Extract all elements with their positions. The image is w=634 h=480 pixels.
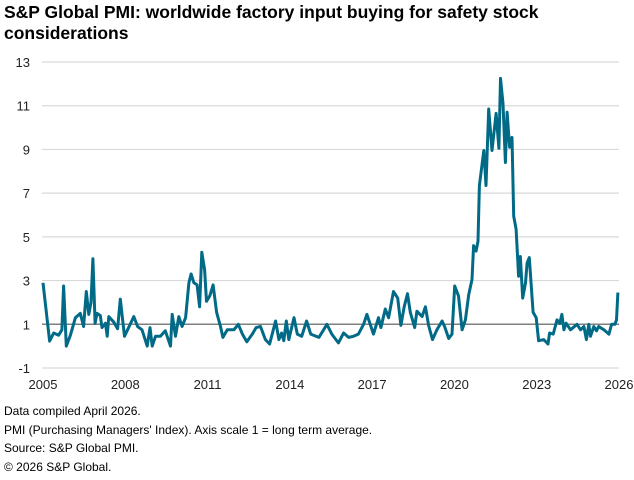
y-tick-label: 5 [23, 230, 30, 245]
x-tick-label: 2026 [605, 377, 634, 392]
chart-notes: Data compiled April 2026. PMI (Purchasin… [4, 402, 372, 476]
x-tick-label: 2014 [275, 377, 304, 392]
x-tick-label: 2017 [358, 377, 387, 392]
note-copyright: © 2026 S&P Global. [4, 459, 112, 474]
y-axis-ticks: 13 11 9 7 5 3 1 -1 [16, 55, 30, 376]
x-tick-label: 2023 [522, 377, 551, 392]
y-tick-label: 9 [23, 142, 30, 157]
gridlines [42, 61, 619, 369]
note-source: Source: S&P Global PMI. [4, 441, 139, 455]
y-tick-label: -1 [18, 361, 30, 376]
line-chart: 13 11 9 7 5 3 1 -1 2005 2008 2011 2014 2017 2020 2023… [16, 55, 634, 392]
x-axis-ticks: 2005 2008 2011 2014 2017 2020 2023 2026 [29, 377, 634, 392]
y-tick-label: 3 [23, 274, 30, 289]
note-pmi-definition: PMI (Purchasing Managers' Index). Axis s… [4, 422, 373, 437]
y-tick-label: 1 [23, 317, 30, 332]
y-tick-label: 11 [17, 99, 31, 114]
x-tick-label: 2005 [29, 377, 58, 392]
note-data-compiled: Data compiled April 2026. [4, 404, 141, 418]
x-tick-label: 2020 [440, 377, 469, 392]
chart-title: S&P Global PMI: worldwide factory input … [4, 2, 539, 43]
x-tick-label: 2008 [111, 377, 140, 392]
series-line [41, 76, 620, 348]
y-tick-label: 7 [23, 186, 30, 201]
x-tick-label: 2011 [194, 377, 222, 392]
y-tick-label: 13 [16, 55, 30, 70]
